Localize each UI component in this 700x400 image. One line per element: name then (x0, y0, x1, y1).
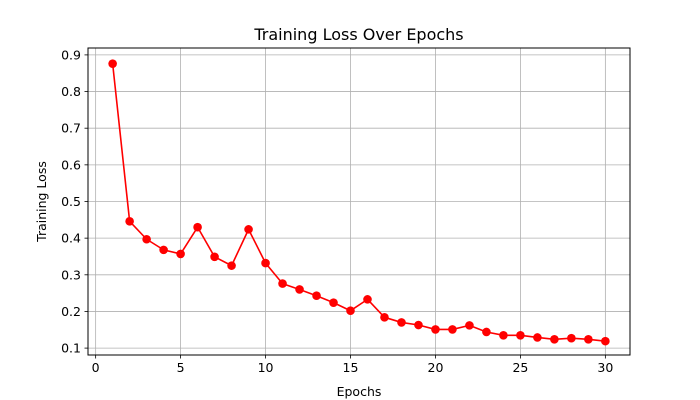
grid-lines (88, 48, 630, 355)
y-tick-label: 0.4 (61, 231, 81, 246)
x-tick-label: 25 (512, 360, 528, 375)
data-point (159, 245, 168, 255)
data-point (278, 279, 287, 288)
data-point (125, 216, 134, 226)
x-tick-label: 0 (92, 360, 100, 375)
data-point (431, 325, 440, 334)
data-point (584, 335, 593, 344)
x-tick-label: 5 (177, 360, 185, 375)
x-tick-label: 10 (258, 360, 274, 375)
x-tick-label: 15 (343, 360, 359, 375)
data-point (244, 225, 253, 234)
y-tick-label: 0.8 (61, 84, 81, 99)
data-point (567, 333, 576, 343)
data-point (448, 325, 457, 334)
data-point (210, 252, 219, 262)
data-point (465, 321, 474, 330)
y-tick-label: 0.6 (61, 157, 81, 172)
data-point (550, 335, 559, 344)
data-point (261, 258, 270, 268)
y-tick-label: 0.1 (61, 341, 81, 356)
y-tick-label: 0.9 (61, 47, 81, 62)
y-tick-label: 0.2 (61, 304, 81, 319)
data-point (397, 318, 406, 327)
data-point (533, 333, 542, 342)
x-axis-label: Epochs (337, 384, 382, 399)
data-point (482, 327, 491, 337)
data-point (380, 313, 389, 322)
y-tick-label: 0.7 (61, 121, 81, 136)
data-point (516, 330, 525, 340)
data-point (227, 261, 236, 270)
ticks: 0 5 10 15 20 25 30 0.1 0.2 0.3 0.4 0.5 0.6 0.7 0.8 0.9 (61, 47, 613, 375)
data-point (346, 306, 355, 316)
data-point (414, 320, 423, 330)
data-point (312, 291, 321, 300)
series-layer (108, 59, 610, 346)
chart-title: Training Loss Over Epochs (253, 25, 463, 44)
data-point (176, 249, 185, 259)
data-point (363, 295, 372, 304)
y-tick-label: 0.3 (61, 267, 81, 282)
data-point (329, 298, 338, 307)
data-point (499, 330, 508, 340)
data-point (601, 336, 610, 346)
x-tick-label: 30 (597, 360, 613, 375)
data-point (295, 285, 304, 294)
data-point (108, 59, 117, 68)
y-axis-label: Training Loss (34, 161, 49, 243)
y-tick-label: 0.5 (61, 194, 81, 209)
x-tick-label: 20 (428, 360, 444, 375)
data-point (193, 222, 202, 232)
data-point (142, 234, 151, 244)
